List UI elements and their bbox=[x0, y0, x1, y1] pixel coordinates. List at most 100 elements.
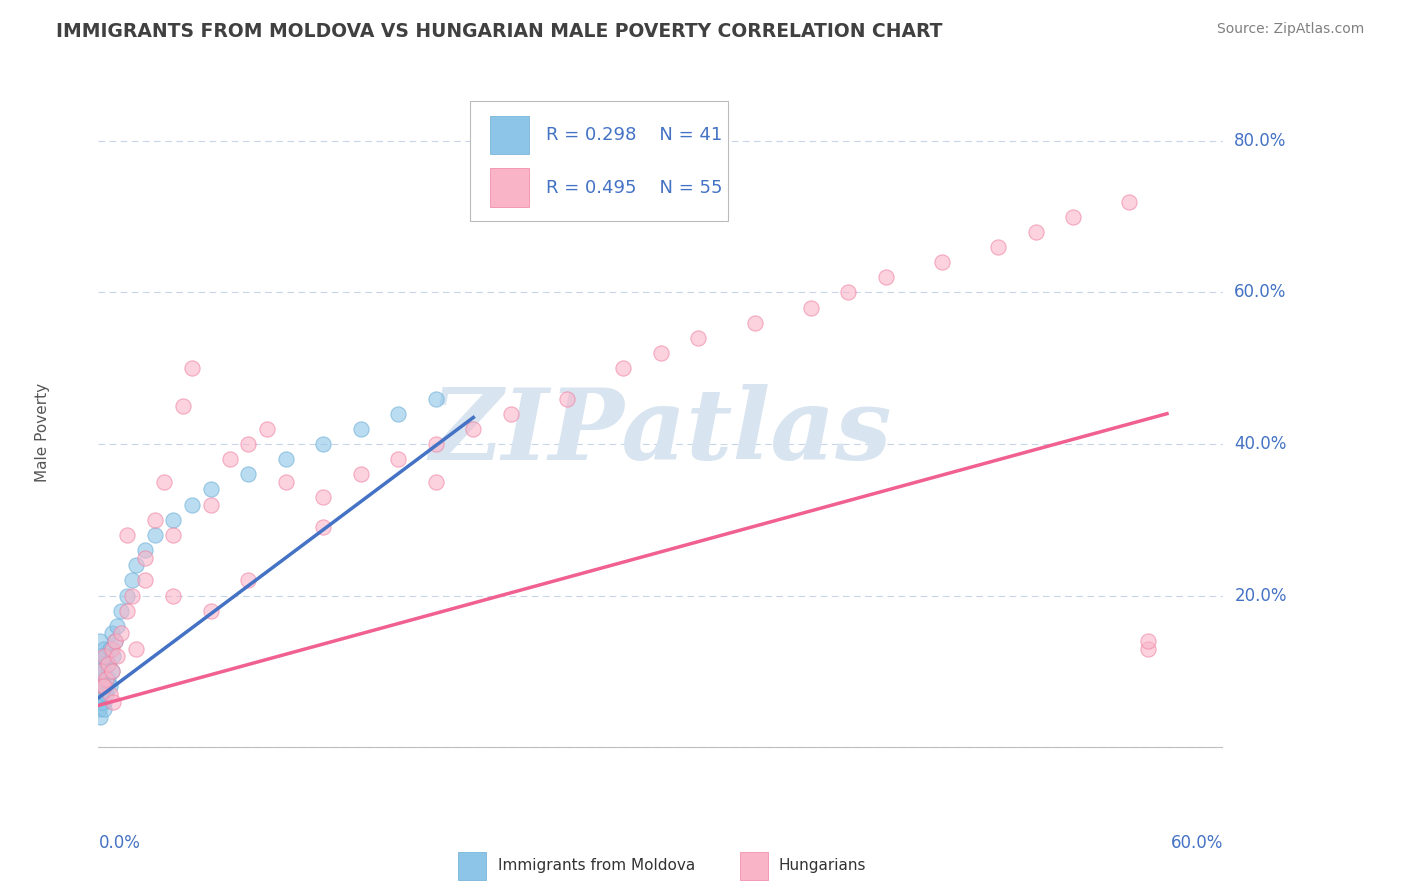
Point bbox=[97, 657, 120, 671]
Point bbox=[98, 680, 121, 694]
Point bbox=[93, 641, 115, 656]
Point bbox=[94, 649, 117, 664]
Text: 0.0%: 0.0% bbox=[98, 834, 141, 852]
Point bbox=[218, 452, 240, 467]
Point bbox=[89, 680, 111, 694]
Text: 60.0%: 60.0% bbox=[1234, 284, 1286, 301]
Point bbox=[238, 574, 260, 588]
Point bbox=[312, 437, 335, 451]
Point bbox=[134, 550, 156, 565]
Point bbox=[463, 422, 485, 436]
Point bbox=[1062, 210, 1084, 224]
Point bbox=[98, 687, 121, 701]
Point bbox=[425, 475, 447, 489]
Point bbox=[143, 513, 166, 527]
Point bbox=[93, 665, 115, 679]
Text: Hungarians: Hungarians bbox=[779, 858, 866, 873]
Point bbox=[94, 680, 117, 694]
Point bbox=[100, 665, 122, 679]
Point bbox=[425, 392, 447, 406]
Point bbox=[89, 702, 111, 716]
Point bbox=[100, 665, 122, 679]
Point bbox=[312, 490, 335, 504]
Point bbox=[688, 331, 710, 345]
Point bbox=[89, 634, 111, 648]
Point bbox=[1137, 641, 1160, 656]
Point bbox=[387, 407, 409, 421]
Point bbox=[125, 558, 148, 573]
Point bbox=[97, 672, 120, 686]
Point bbox=[143, 528, 166, 542]
Point bbox=[105, 649, 128, 664]
Point bbox=[650, 346, 672, 360]
Point bbox=[97, 657, 120, 671]
Point bbox=[499, 407, 522, 421]
Point bbox=[387, 452, 409, 467]
Point bbox=[121, 574, 143, 588]
Point bbox=[1025, 225, 1047, 239]
Point bbox=[200, 483, 222, 497]
Text: R = 0.495    N = 55: R = 0.495 N = 55 bbox=[546, 178, 723, 196]
Point bbox=[172, 399, 194, 413]
Point bbox=[612, 361, 634, 376]
Text: 40.0%: 40.0% bbox=[1234, 435, 1286, 453]
Point bbox=[94, 687, 117, 701]
Point bbox=[200, 604, 222, 618]
Point bbox=[91, 687, 114, 701]
Point bbox=[103, 649, 125, 664]
Point bbox=[104, 634, 127, 648]
Point bbox=[100, 626, 122, 640]
Text: Source: ZipAtlas.com: Source: ZipAtlas.com bbox=[1216, 22, 1364, 37]
Point bbox=[425, 437, 447, 451]
Point bbox=[98, 641, 121, 656]
Point bbox=[104, 634, 127, 648]
Point bbox=[162, 589, 184, 603]
Point bbox=[1118, 194, 1140, 209]
Point bbox=[350, 422, 373, 436]
FancyBboxPatch shape bbox=[489, 116, 529, 154]
FancyBboxPatch shape bbox=[740, 852, 768, 880]
Point bbox=[110, 626, 132, 640]
Point bbox=[93, 702, 115, 716]
Point bbox=[105, 619, 128, 633]
Point bbox=[89, 710, 111, 724]
Point bbox=[103, 695, 125, 709]
Point bbox=[1137, 634, 1160, 648]
Text: IMMIGRANTS FROM MOLDOVA VS HUNGARIAN MALE POVERTY CORRELATION CHART: IMMIGRANTS FROM MOLDOVA VS HUNGARIAN MAL… bbox=[56, 22, 943, 41]
Point bbox=[93, 695, 115, 709]
Point bbox=[100, 641, 122, 656]
Point bbox=[200, 498, 222, 512]
Point bbox=[350, 467, 373, 482]
Text: Male Poverty: Male Poverty bbox=[35, 383, 49, 483]
Text: R = 0.298    N = 41: R = 0.298 N = 41 bbox=[546, 126, 723, 144]
Point bbox=[134, 574, 156, 588]
Point bbox=[274, 475, 297, 489]
Point bbox=[89, 649, 111, 664]
Point bbox=[555, 392, 578, 406]
Text: ZIPatlas: ZIPatlas bbox=[430, 384, 891, 481]
Text: Immigrants from Moldova: Immigrants from Moldova bbox=[498, 858, 695, 873]
Point bbox=[125, 641, 148, 656]
FancyBboxPatch shape bbox=[489, 169, 529, 207]
Point bbox=[312, 520, 335, 534]
Text: 60.0%: 60.0% bbox=[1171, 834, 1223, 852]
Point bbox=[121, 589, 143, 603]
Point bbox=[162, 528, 184, 542]
Point bbox=[153, 475, 176, 489]
Point bbox=[115, 604, 138, 618]
FancyBboxPatch shape bbox=[458, 852, 486, 880]
Point bbox=[800, 301, 823, 315]
Point bbox=[987, 240, 1010, 254]
Point bbox=[162, 513, 184, 527]
Point bbox=[181, 498, 204, 512]
Point bbox=[837, 285, 859, 300]
Point bbox=[256, 422, 278, 436]
Point bbox=[91, 657, 114, 671]
Text: 80.0%: 80.0% bbox=[1234, 132, 1286, 150]
Point bbox=[181, 361, 204, 376]
Text: 20.0%: 20.0% bbox=[1234, 587, 1286, 605]
FancyBboxPatch shape bbox=[470, 102, 728, 221]
Point bbox=[134, 543, 156, 558]
Point bbox=[91, 680, 114, 694]
Point bbox=[110, 604, 132, 618]
